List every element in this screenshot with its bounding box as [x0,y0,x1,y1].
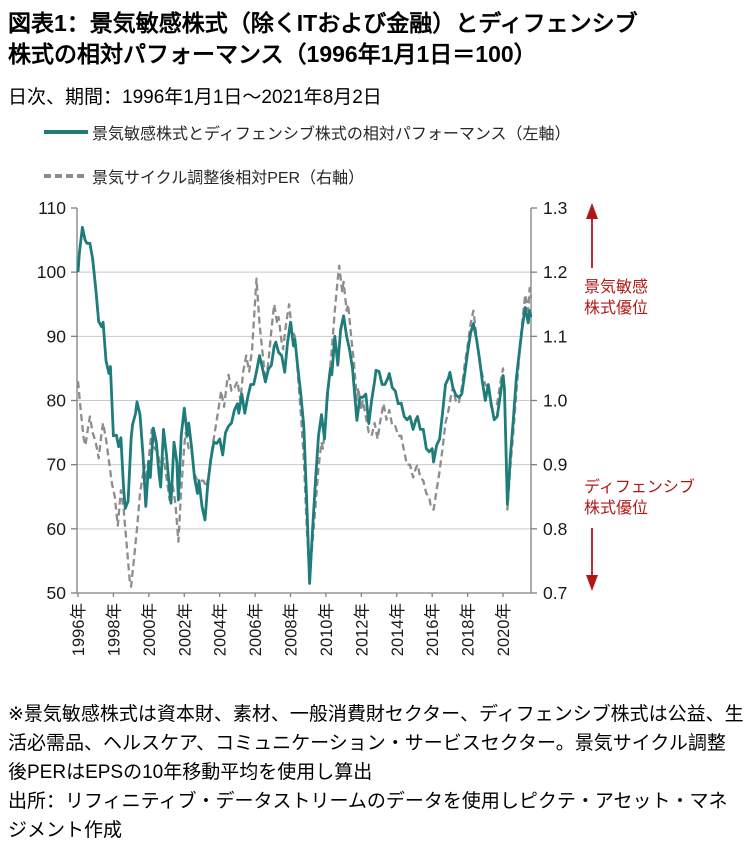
x-tick-label: 2016年 [423,603,442,656]
x-tick-label: 2014年 [388,603,407,656]
chart-subtitle: 日次、期間：1996年1月1日～2021年8月2日 [8,87,382,108]
annotation-cyclical-advantage: 景気敏感 株式優位 [584,277,648,319]
y-tick-label-right: 1.2 [543,262,567,282]
legend-item-relative-performance: 景気敏感株式とディフェンシブ株式の相対パフォーマンス（左軸） [44,120,571,144]
dashed-line-swatch-icon [44,174,88,178]
annotation-line: 株式優位 [584,300,649,317]
y-tick-label-left: 110 [38,198,66,218]
annotation-line: 景気敏感 [584,279,649,296]
y-tick-label-right: 0.8 [543,519,567,539]
y-tick-label-left: 100 [37,262,66,282]
y-tick-label-right: 0.9 [543,455,567,475]
footnotes: ※景気敏感株式は資本財、素材、一般消費財セクター、ディフェンシブ株式は公益、生活… [8,700,744,843]
chart-title: 図表1：景気敏感株式（除くITおよび金融）とディフェンシブ 株式の相対パフォーマ… [8,8,743,70]
legend-item-cape: 景気サイクル調整後相対PER（右軸） [44,164,571,188]
x-tick-label: 1996年 [69,603,88,656]
legend-label: 景気敏感株式とディフェンシブ株式の相対パフォーマンス（左軸） [92,126,571,143]
x-tick-label: 2000年 [140,603,159,656]
chart-title-line2: 株式の相対パフォーマンス（1996年1月1日＝100） [8,41,537,67]
solid-line-swatch-icon [44,130,88,134]
annotation-line: ディフェンシブ [584,479,695,496]
annotation-line: 株式優位 [584,500,649,517]
y-tick-label-left: 60 [47,519,67,539]
performance-chart: 110 100 90 80 70 60 50 1.3 1.2 1.1 1.0 0.9 0.8 0.7 199… [37,198,598,656]
legend: 景気敏感株式とディフェンシブ株式の相対パフォーマンス（左軸） 景気サイクル調整後… [44,120,571,208]
x-tick-label: 2006年 [246,603,265,656]
x-tick-label: 2002年 [175,603,194,656]
annotation-defensive-advantage: ディフェンシブ 株式優位 [584,477,695,519]
x-tick-label: 2018年 [459,603,478,656]
y-tick-label-left: 70 [47,455,67,475]
y-tick-label-right: 0.7 [543,583,567,603]
y-tick-label-right: 1.1 [543,326,567,346]
y-tick-label-left: 80 [47,391,67,411]
series-relative-performance-line [76,225,533,585]
x-tick-label: 2008年 [282,603,301,656]
down-arrow-head-icon [586,575,598,591]
legend-label: 景気サイクル調整後相対PER（右軸） [92,170,365,187]
x-tick-label: 2010年 [317,603,336,656]
x-tick-label: 2012年 [352,603,371,656]
chart-title-line1: 図表1：景気敏感株式（除くITおよび金融）とディフェンシブ [8,10,638,36]
x-tick-label: 1998年 [104,603,123,656]
x-tick-label: 2020年 [494,603,513,656]
up-arrow-head-icon [586,203,598,219]
y-tick-label-right: 1.3 [543,198,567,218]
chart-area: 110 100 90 80 70 60 50 1.3 1.2 1.1 1.0 0.9 0.8 0.7 199… [0,195,749,695]
y-tick-label-left: 90 [47,326,67,346]
series-cape-line [76,264,533,588]
y-tick-label-left: 50 [47,583,67,603]
x-tick-label: 2004年 [211,603,230,656]
footnote-definition: ※景気敏感株式は資本財、素材、一般消費財セクター、ディフェンシブ株式は公益、生活… [8,704,744,783]
footnote-source: 出所：リフィニティブ・データストリームのデータを使用しピクテ・アセット・マネジメ… [8,791,728,841]
y-tick-label-right: 1.0 [543,391,568,411]
